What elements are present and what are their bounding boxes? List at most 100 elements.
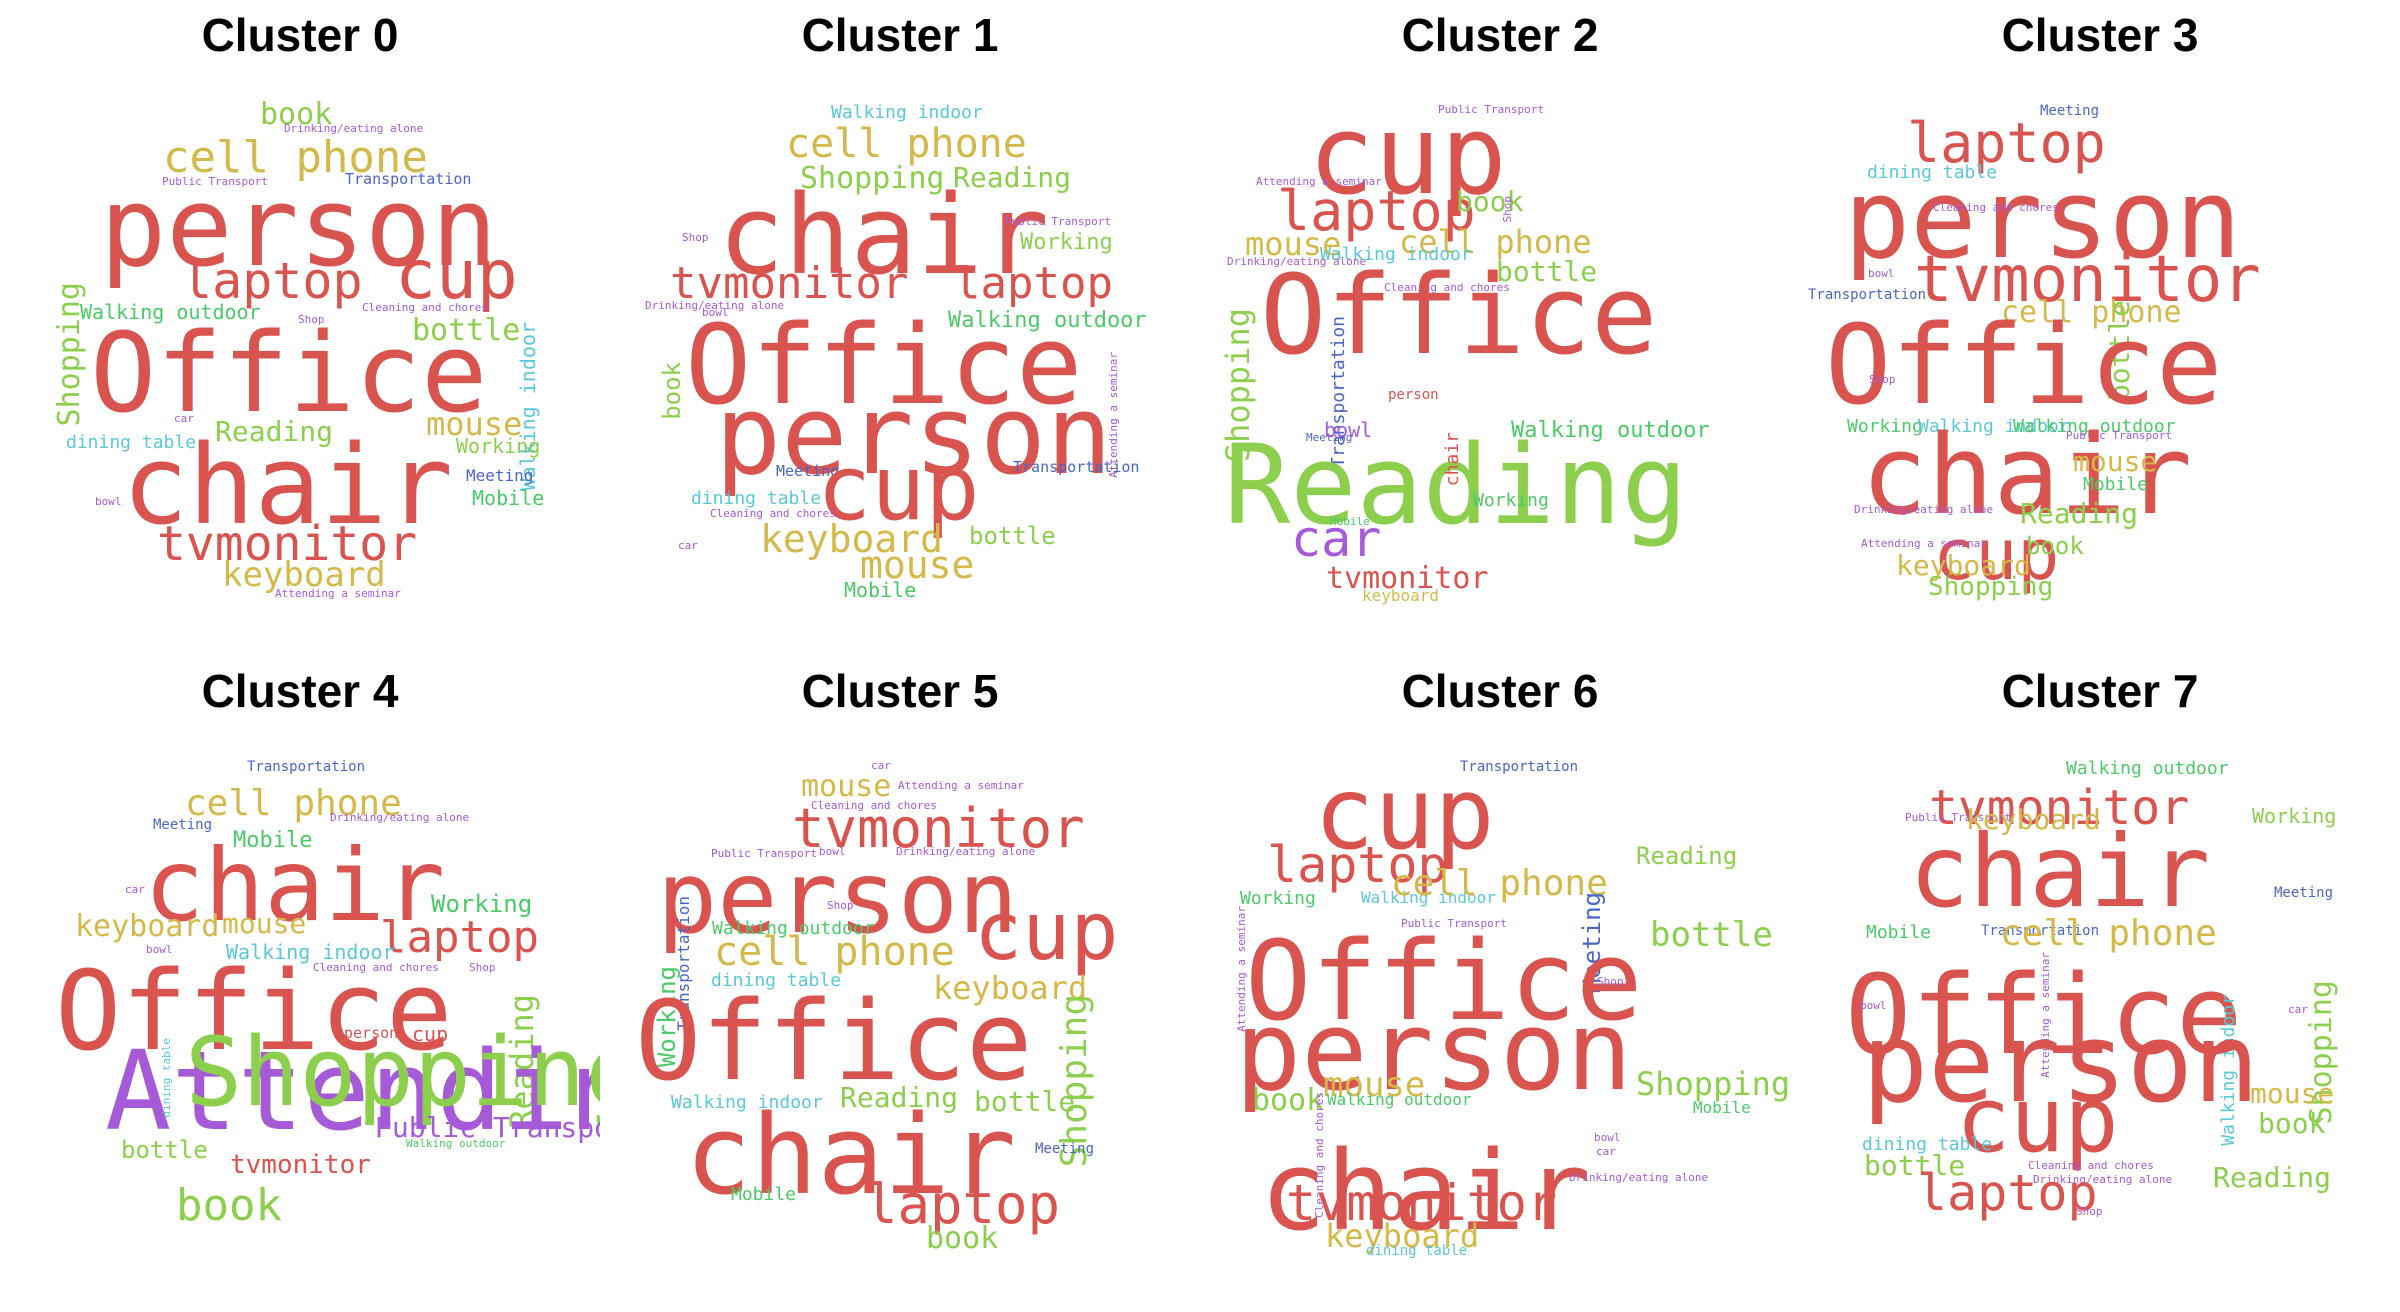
cloud-word: Walking indoor (1361, 888, 1496, 907)
cloud-word: Walking indoor (671, 1092, 823, 1113)
cloud-word: car (1596, 1145, 1616, 1158)
cloud-word: cell phone (163, 132, 428, 183)
cluster-title: Cluster 6 (1401, 665, 1599, 717)
cluster-panel: Cluster 0 book Drinking/eating alone cell … (0, 0, 600, 656)
cloud-word: laptop (954, 258, 1113, 309)
cloud-word: bottle (969, 522, 1056, 550)
cloud-word: cup (974, 885, 1119, 978)
cloud-word: Working (456, 434, 541, 458)
cloud-word: bowl (1868, 267, 1895, 280)
cloud-word: mouse (426, 405, 523, 443)
cloud-word: cell phone (185, 783, 402, 824)
cloud-word: Cleaning and chores (710, 507, 836, 520)
cloud-word: Meeting (2040, 103, 2100, 119)
cloud-word: tvmonitor (230, 1150, 371, 1180)
cloud-word: Working (1020, 230, 1113, 255)
cloud-word: Office (1825, 301, 2223, 429)
cloud-word: bottle (1864, 1149, 1966, 1182)
cloud-word: bowl (702, 306, 729, 319)
cloud-word: Walking indoor (831, 102, 983, 123)
cloud-word: book (2258, 1107, 2326, 1140)
cluster-panel: Cluster 6 Transportation cup laptop Reading… (1200, 656, 1800, 1312)
cloud-word: car (1291, 510, 1382, 568)
cloud-word: dining table (691, 488, 822, 509)
cloud-word: book (926, 1221, 999, 1256)
cloud-word: Drinking/eating alone (1227, 255, 1367, 268)
cloud-word: cell phone (1391, 863, 1608, 904)
cloud-word: Mobile (472, 486, 545, 510)
word-cloud: Public Transport cup Attending a seminar la… (1200, 0, 1800, 656)
cloud-word: Public Transport (2066, 429, 2172, 442)
cloud-word: Office (55, 947, 453, 1075)
cloud-word: cup (1308, 91, 1507, 219)
cloud-word: Transportation (1013, 458, 1140, 476)
cloud-word: Reading (953, 161, 1072, 194)
cloud-word: dining table (711, 970, 842, 991)
cloud-word: Meeting (1035, 1141, 1095, 1157)
cloud-word: Attending a seminar (1256, 175, 1382, 188)
cloud-word: Drinking/eating alone (896, 845, 1036, 858)
cloud-word: chair (1909, 813, 2211, 930)
cluster-title: Cluster 7 (2001, 665, 2199, 717)
word-cloud: book Drinking/eating alone cell phone Publi… (0, 0, 600, 656)
cloud-word: Public Transport (162, 175, 268, 188)
cloud-word: Walking outdoor (2013, 416, 2176, 437)
cloud-word: bowl (819, 845, 846, 858)
cloud-word: cell phone (714, 929, 955, 975)
cloud-word: keyboard (1966, 803, 2101, 836)
cloud-word: Cleaning and chores (1933, 201, 2059, 214)
cloud-word: laptop (865, 1173, 1061, 1236)
cloud-word: Shopping (800, 161, 945, 196)
cluster-title: Cluster 4 (201, 665, 399, 717)
cloud-word: Shop (298, 313, 325, 326)
word-cloud: Transportation cup laptop Reading Working Wal… (1200, 656, 1800, 1312)
cloud-word: Working (1847, 416, 1923, 437)
cloud-word: car (2288, 1003, 2308, 1016)
cluster-title: Cluster 3 (2001, 9, 2199, 61)
cloud-word: cell phone (1399, 223, 1592, 261)
cloud-word: bottle (412, 313, 521, 348)
cloud-word: Shopping (185, 1018, 600, 1128)
cloud-word: person (1388, 387, 1439, 403)
cloud-word: mouse (1245, 225, 1342, 263)
cloud-word: book (1252, 1083, 1325, 1118)
cloud-word: Office (1245, 917, 1643, 1045)
cluster-panel: Cluster 5 car mouse Attending a seminar Cle… (600, 656, 1200, 1312)
cloud-word: cup (1314, 755, 1495, 872)
cluster-panel: Cluster 7 Walking outdoor tvmonitor Public… (1800, 656, 2400, 1312)
cloud-word: Walking indoor (1918, 416, 2070, 437)
cloud-word: Walking indoor (1320, 244, 1472, 265)
cloud-word: Cleaning and chores (1384, 281, 1510, 294)
word-cloud: Meeting laptop dining table person Cleaning … (1800, 0, 2400, 656)
cloud-word: person (1862, 999, 2260, 1127)
cloud-word: person (657, 839, 1019, 956)
cloud-word: bottle (974, 1085, 1076, 1118)
cloud-word: Office (635, 977, 1033, 1105)
cloud-word: Transportation (1808, 287, 1927, 303)
cloud-word: dining table (1862, 1134, 1993, 1155)
cloud-word: Attending a seminar (898, 779, 1024, 792)
cloud-word: Public Transport (1005, 215, 1111, 228)
cloud-word: chair (1861, 411, 2193, 539)
cloud-word: Public Transport (1905, 811, 2011, 824)
cloud-word: Office (1845, 951, 2243, 1079)
cloud-word: Office (90, 309, 488, 437)
cloud-word: Working (1240, 888, 1316, 909)
cloud-word: tvmonitor (1326, 561, 1489, 596)
cluster-panel: Cluster 2 Public Transport cup Attending a… (1200, 0, 1800, 656)
word-cloud: Walking indoor cell phone Shopping Reading c… (600, 0, 1200, 656)
cloud-word: cup (412, 1022, 449, 1046)
cloud-word: Mobile (233, 828, 313, 853)
cloud-word: cup (1933, 514, 2060, 596)
cloud-word: Mobile (1866, 922, 1932, 943)
cloud-word: chair (1442, 432, 1463, 487)
cloud-word: person (1844, 155, 2242, 283)
cloud-word: Reading (2213, 1161, 2332, 1194)
cloud-word: Drinking/eating alone (1854, 503, 1994, 516)
cloud-word: Office (685, 301, 1083, 429)
cloud-word: Reading (1224, 421, 1688, 549)
cloud-word: dining table (1867, 162, 1998, 183)
cloud-word: Meeting (153, 817, 213, 833)
cloud-word: book (2026, 532, 2084, 560)
